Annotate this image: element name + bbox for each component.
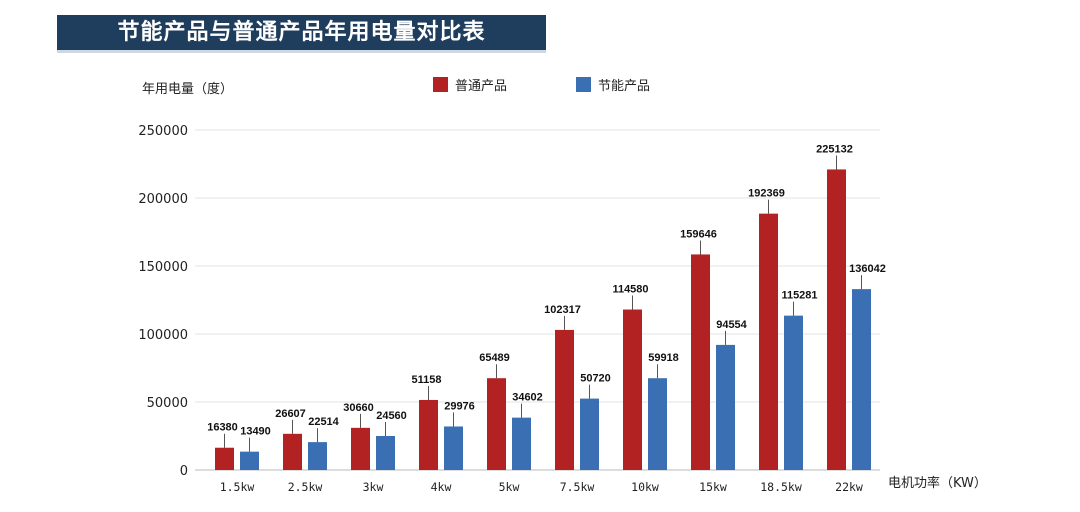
bar-energy-saving (444, 426, 463, 470)
bar-energy-saving (308, 442, 327, 470)
bar-standard (419, 399, 438, 470)
legend-swatch (433, 77, 448, 92)
data-label: 50720 (580, 373, 611, 385)
bar-energy-saving (784, 315, 803, 470)
x-tick-label: 15kw (699, 480, 727, 494)
bar-standard (623, 309, 642, 470)
data-label: 26607 (275, 408, 306, 420)
bar-energy-saving (376, 436, 395, 470)
data-label: 29976 (444, 400, 475, 412)
bar-standard (215, 447, 234, 470)
x-tick-label: 1.5kw (220, 480, 255, 494)
y-tick-label: 100000 (138, 328, 188, 343)
x-tick-label: 18.5kw (760, 480, 802, 494)
data-label: 59918 (648, 352, 679, 364)
bar-energy-saving (580, 398, 599, 470)
y-tick-label: 150000 (138, 260, 188, 275)
x-tick-label: 7.5kw (560, 480, 595, 494)
data-label: 34602 (512, 392, 543, 404)
bar-standard (827, 169, 846, 470)
data-label: 192369 (748, 188, 785, 200)
bar-standard (283, 433, 302, 470)
y-tick-label: 250000 (138, 124, 188, 139)
y-tick-label: 0 (180, 464, 188, 479)
legend-label: 普通产品 (455, 79, 507, 94)
y-tick-label: 200000 (138, 192, 188, 207)
data-label: 136042 (849, 263, 886, 275)
bar-standard (691, 254, 710, 470)
bar-standard (487, 378, 506, 470)
data-label: 159646 (680, 228, 717, 240)
bar-energy-saving (512, 417, 531, 470)
bar-energy-saving (852, 289, 871, 470)
y-axis-title: 年用电量（度） (142, 81, 233, 97)
data-label: 94554 (716, 319, 747, 331)
x-tick-label: 22kw (835, 480, 863, 494)
data-label: 51158 (412, 374, 442, 386)
data-label: 22514 (308, 416, 339, 428)
y-axis-ticks: 0 50000 100000 150000 200000 250000 (138, 124, 188, 479)
bar-energy-saving (648, 378, 667, 470)
data-label: 24560 (376, 410, 407, 422)
chart-title: 节能产品与普通产品年用电量对比表 (57, 15, 546, 53)
data-label: 114580 (612, 284, 648, 296)
data-label: 115281 (781, 290, 817, 302)
data-label: 13490 (240, 426, 271, 438)
data-label: 16380 (207, 422, 238, 434)
legend-label: 节能产品 (598, 79, 650, 94)
bar-energy-saving (716, 344, 735, 470)
x-tick-label: 5kw (499, 480, 520, 494)
x-axis-categories: 1.5kw 2.5kw 3kw 4kw 5kw 7.5kw 10kw 15kw 18.5kw 22… (220, 480, 863, 494)
data-label: 102317 (544, 304, 581, 316)
data-label: 65489 (479, 352, 510, 364)
legend: 普通产品 节能产品 (433, 77, 650, 94)
bar-standard (351, 427, 370, 470)
x-tick-label: 3kw (363, 480, 384, 494)
x-axis-title: 电机功率（KW） (888, 475, 987, 491)
bar-standard (759, 213, 778, 470)
y-tick-label: 50000 (147, 396, 188, 411)
x-tick-label: 10kw (631, 480, 659, 494)
legend-swatch (576, 77, 591, 92)
bar-energy-saving (240, 451, 259, 470)
bar-standard (555, 329, 574, 470)
x-tick-label: 2.5kw (288, 480, 323, 494)
data-label: 30660 (343, 402, 374, 414)
data-label: 225132 (816, 143, 853, 155)
x-tick-label: 4kw (431, 480, 452, 494)
